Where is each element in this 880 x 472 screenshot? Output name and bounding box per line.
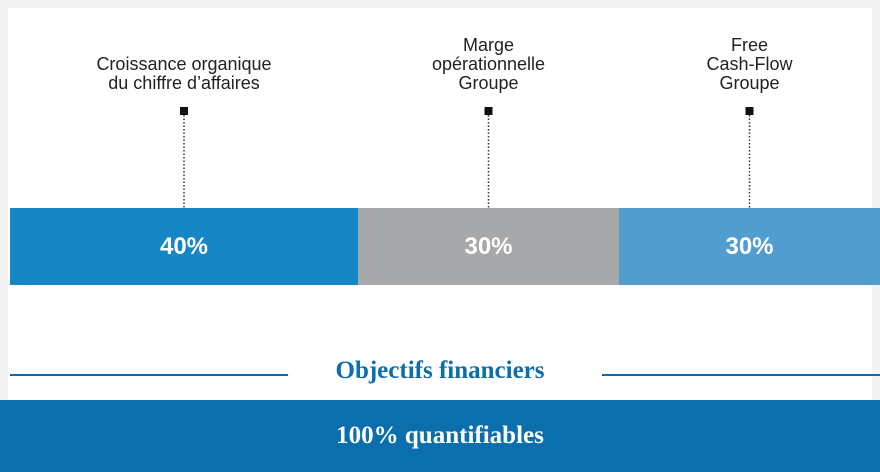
bar-segment [358,208,619,285]
bar-segment [10,208,358,285]
marker [745,107,754,115]
marker [484,107,493,115]
category-label: Free Cash-Flow Groupe [706,35,793,93]
heading-rule [10,374,288,376]
heading: Objectifs financiers [335,357,545,384]
bar-segment [619,208,880,285]
value-label: 30% [725,233,774,260]
category-label: Croissance organique du chiffre d’affair… [96,54,272,93]
category-label: Marge opérationnelle Groupe [431,35,546,93]
heading-rule [602,374,880,376]
value-label: 30% [464,233,513,260]
footer-band: 100% quantifiables [0,400,880,472]
marker [180,107,188,115]
value-label: 40% [159,233,209,260]
